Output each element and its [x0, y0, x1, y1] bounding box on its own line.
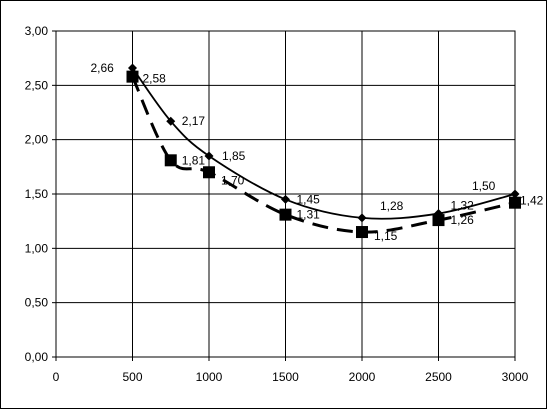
series-2-data-label: 1,26: [451, 213, 475, 227]
y-tick-label: 0,00: [25, 350, 49, 364]
series-2-data-label: 1,70: [221, 173, 245, 187]
series-1-data-label: 1,85: [222, 149, 246, 163]
series-2-point: [279, 208, 292, 221]
y-tick-label: 1,50: [25, 187, 49, 201]
x-tick-label: 3000: [502, 370, 529, 384]
series-1-data-label: 2,66: [91, 61, 115, 75]
x-tick-label: 2500: [425, 370, 452, 384]
series-1-point: [128, 63, 137, 73]
series-2-data-label: 1,31: [297, 208, 321, 222]
series-2-point: [164, 154, 177, 167]
series-2-data-label: 1,42: [520, 194, 544, 208]
y-tick-label: 2,50: [25, 78, 49, 92]
x-tick-label: 1500: [272, 370, 299, 384]
series-1-data-label: 1,45: [297, 192, 321, 206]
series-1-data-label: 1,50: [472, 179, 496, 193]
series-1-point: [357, 213, 367, 223]
series-1-point: [510, 189, 520, 199]
x-tick-label: 0: [53, 370, 60, 384]
y-tick-label: 1,00: [25, 241, 49, 255]
series-2-point: [356, 226, 368, 239]
series-1-point: [166, 116, 176, 126]
series-2-point: [432, 214, 445, 227]
x-tick-label: 500: [122, 370, 142, 384]
x-tick-label: 1000: [196, 370, 223, 384]
y-tick-label: 2,00: [25, 133, 49, 147]
series-1-point: [204, 151, 214, 161]
series-1-data-label: 1,28: [380, 199, 404, 213]
axes: 0,00 0,50 1,00 1,50 2,00 2,50 3,00 0 500 1000 1500…: [25, 24, 529, 384]
series-2-point: [126, 70, 139, 83]
series-2-data-label: 2,58: [143, 72, 167, 86]
grid: [55, 30, 516, 358]
data-labels: 2,66 2,17 1,85 1,45 1,28 1,32 1,50 2,58 1,81 1,70…: [91, 61, 544, 243]
y-tick-label: 0,50: [25, 296, 49, 310]
series-1-data-label: 1,32: [451, 199, 475, 213]
series-2-point: [203, 166, 215, 179]
series-1-point: [281, 194, 290, 204]
series-1-data-label: 2,17: [182, 114, 206, 128]
series-2-point: [509, 196, 521, 209]
series-2-data-label: 1,81: [182, 153, 206, 167]
x-tick-label: 2000: [349, 370, 376, 384]
series-layer: [126, 63, 521, 239]
series-2-data-label: 1,15: [374, 229, 398, 243]
y-tick-label: 3,00: [25, 24, 49, 38]
